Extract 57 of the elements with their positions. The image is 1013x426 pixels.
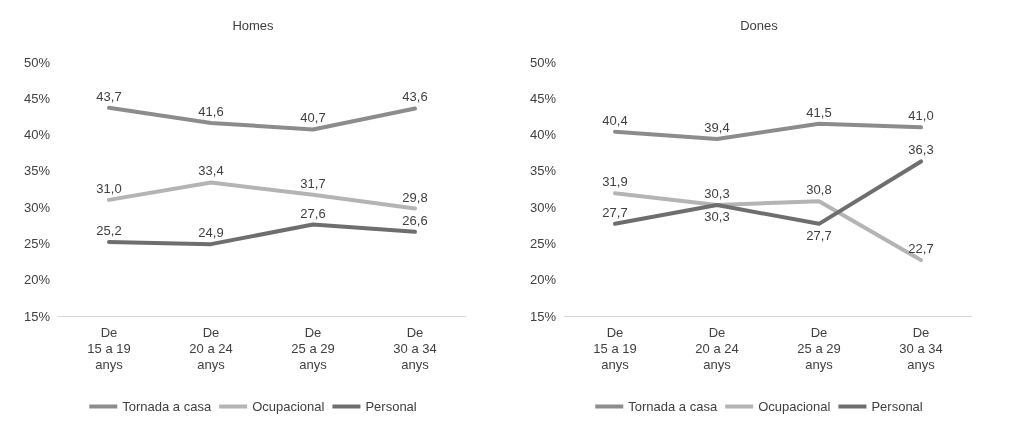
x-tick-label: De 15 a 19 anys [593, 324, 637, 372]
legend-label: Ocupacional [758, 399, 831, 414]
y-tick-label: 40% [23, 127, 51, 143]
data-label: 25,2 [96, 222, 122, 238]
data-label: 40,4 [602, 112, 628, 128]
data-label: 24,9 [198, 225, 224, 241]
data-label: 36,3 [908, 142, 934, 158]
legend-label: Ocupacional [252, 399, 325, 414]
data-label: 31,9 [602, 174, 628, 190]
legend-label: Personal [365, 399, 417, 414]
y-tick-label: 25% [23, 235, 51, 251]
x-tick-label: De 15 a 19 anys [87, 324, 131, 372]
data-label: 30,3 [704, 208, 730, 224]
legend-label: Personal [871, 399, 923, 414]
chart-title: Dones [740, 18, 779, 33]
data-label: 30,3 [704, 185, 730, 201]
legend-label: Tornada a casa [628, 399, 718, 414]
line-series [107, 105, 417, 132]
legend-label: Tornada a casa [122, 399, 212, 414]
y-tick-label: 30% [529, 199, 557, 215]
y-tick-label: 15% [529, 308, 557, 324]
data-label: 31,0 [96, 180, 122, 196]
data-label: 43,7 [96, 88, 122, 104]
y-tick-label: 20% [529, 272, 557, 288]
y-tick-label: 35% [23, 163, 51, 179]
y-tick-label: 15% [23, 308, 51, 324]
y-tick-label: 40% [529, 127, 557, 143]
data-label: 41,0 [908, 108, 934, 124]
data-label: 22,7 [908, 241, 934, 257]
y-tick-label: 45% [529, 90, 557, 106]
data-label: 40,7 [300, 110, 326, 126]
y-tick-label: 25% [529, 235, 557, 251]
data-label: 27,7 [806, 227, 832, 243]
y-tick-label: 30% [23, 199, 51, 215]
data-label: 30,8 [806, 182, 832, 198]
x-tick-label: De 25 a 29 anys [797, 324, 841, 372]
x-tick-label: De 20 a 24 anys [189, 324, 233, 372]
y-tick-label: 35% [529, 163, 557, 179]
data-label: 41,6 [198, 103, 224, 119]
data-label: 43,6 [402, 89, 428, 105]
chart-title: Homes [232, 18, 275, 33]
x-tick-label: De 30 a 34 anys [393, 324, 437, 372]
data-label: 29,8 [402, 189, 428, 205]
x-tick-label: De 25 a 29 anys [291, 324, 335, 372]
data-label: 41,5 [806, 104, 832, 120]
y-tick-label: 50% [23, 54, 51, 70]
x-tick-label: De 30 a 34 anys [899, 324, 943, 372]
data-label: 26,6 [402, 212, 428, 228]
data-label: 27,6 [300, 205, 326, 221]
x-tick-label: De 20 a 24 anys [695, 324, 739, 372]
y-tick-label: 20% [23, 272, 51, 288]
y-tick-label: 50% [529, 54, 557, 70]
data-label: 39,4 [704, 119, 730, 135]
data-label: 31,7 [300, 175, 326, 191]
data-label: 27,7 [602, 204, 628, 220]
y-tick-label: 45% [23, 90, 51, 106]
data-label: 33,4 [198, 163, 224, 179]
